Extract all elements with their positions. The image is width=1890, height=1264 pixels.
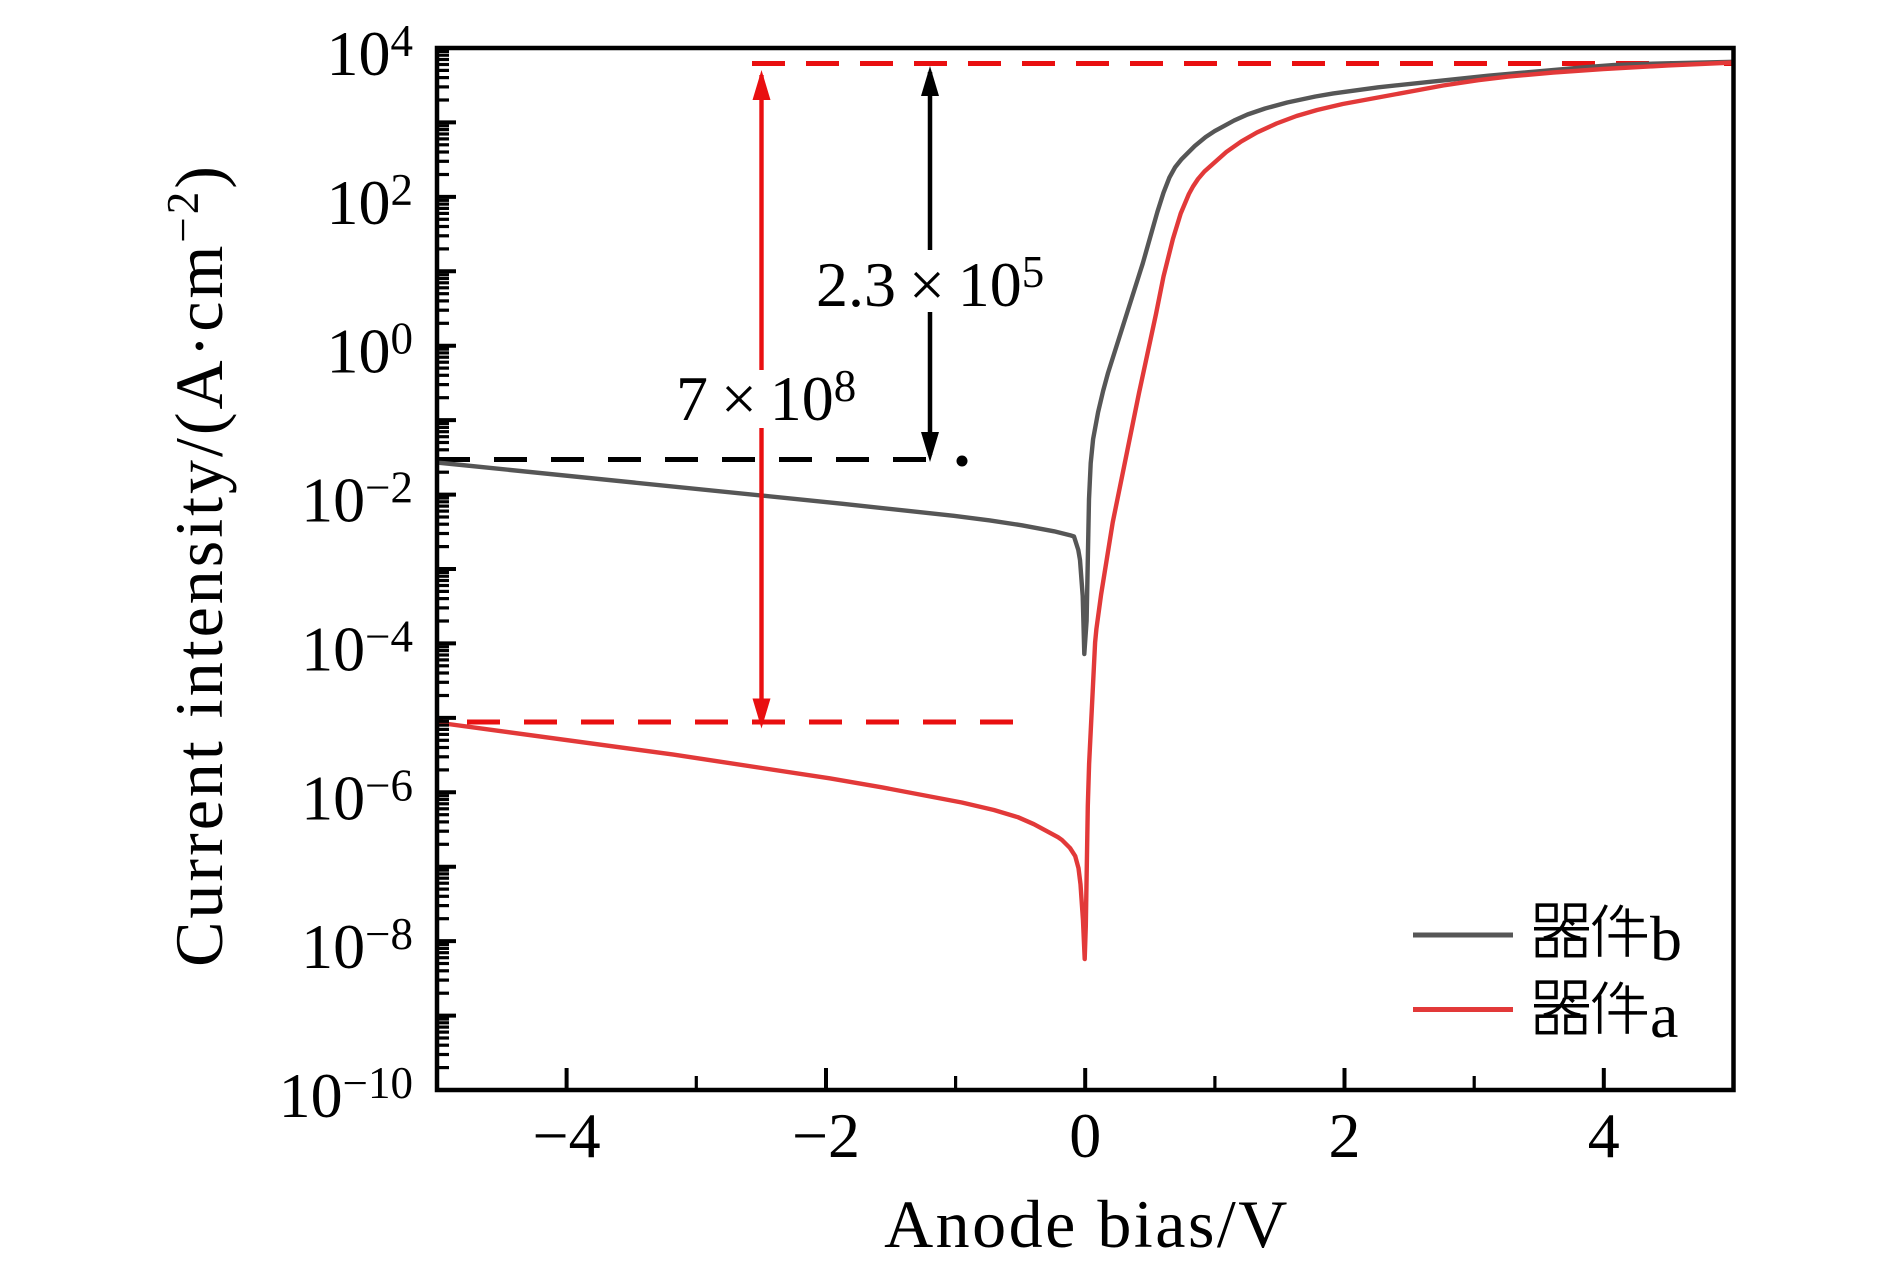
svg-text:a: a <box>1650 980 1678 1051</box>
svg-text:−2: −2 <box>792 1100 860 1171</box>
svg-text:0: 0 <box>1069 1100 1101 1171</box>
svg-text:7 × 108: 7 × 108 <box>676 361 856 434</box>
svg-text:10−2: 10−2 <box>301 463 413 536</box>
svg-text:2.3 × 105: 2.3 × 105 <box>816 247 1044 320</box>
svg-text:Current intensity/(A·cm−2): Current intensity/(A·cm−2) <box>158 163 237 967</box>
svg-text:4: 4 <box>1588 1100 1620 1171</box>
svg-text:2: 2 <box>1329 1100 1361 1171</box>
svg-text:−4: −4 <box>533 1100 601 1171</box>
svg-text:b: b <box>1650 903 1682 974</box>
svg-text:Anode bias/V: Anode bias/V <box>884 1186 1290 1262</box>
